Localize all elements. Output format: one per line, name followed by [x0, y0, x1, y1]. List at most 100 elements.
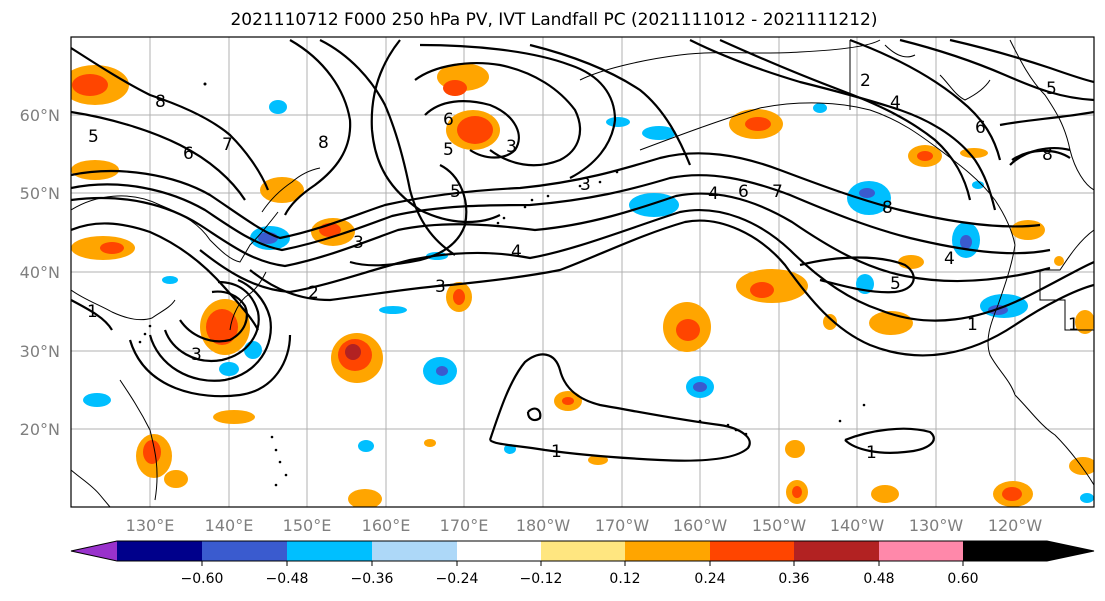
contour-label: 1 — [1068, 315, 1079, 335]
pv-patch — [1080, 493, 1094, 503]
lat-label: 60°N — [20, 106, 60, 125]
pv-patch — [847, 181, 891, 215]
colorbar-segment — [541, 541, 625, 561]
colorbar-tick-label: 0.60 — [947, 571, 978, 587]
pv-patch — [446, 110, 500, 150]
pv-patch — [358, 440, 374, 452]
pv-patch — [908, 145, 942, 167]
contour-line — [370, 39, 501, 223]
colorbar-tick-label: −0.12 — [520, 571, 563, 587]
contour-line — [284, 39, 352, 216]
pv-patch — [663, 302, 711, 352]
contour-line — [179, 290, 248, 343]
pv-patch — [269, 100, 287, 114]
contour-line — [71, 174, 1051, 255]
contour-label: 1 — [551, 442, 562, 462]
contour-lines — [71, 38, 1094, 462]
colorbar-segment — [879, 541, 963, 561]
contour-label: 6 — [738, 182, 749, 202]
lat-label: 30°N — [20, 342, 60, 361]
pv-patch — [554, 391, 582, 411]
contour-line — [719, 38, 972, 201]
contour-line — [799, 256, 915, 294]
pv-patch — [642, 126, 676, 140]
contour-line — [71, 299, 113, 331]
colorbar-segment — [710, 541, 794, 561]
colorbar-segment — [117, 541, 202, 561]
contour-label: 4 — [944, 249, 955, 269]
colorbar-tick-label: 0.24 — [694, 571, 725, 587]
pv-patch — [606, 117, 630, 127]
contour-line — [148, 278, 272, 382]
contour-line — [689, 39, 997, 211]
lon-label: 140°E — [205, 516, 254, 535]
contour-line — [844, 427, 935, 454]
lon-label: 130°E — [126, 516, 175, 535]
contour-label: 4 — [708, 184, 719, 204]
lon-label: 170°W — [595, 516, 650, 535]
contour-label: 8 — [1042, 145, 1053, 165]
contour-label: 6 — [443, 110, 454, 130]
pv-patch — [813, 103, 827, 113]
colorbar: −0.60 −0.48 −0.36 −0.24 −0.12 0.12 0.24 … — [70, 540, 1095, 587]
map-frame — [70, 36, 1095, 508]
contour-labels: 8 5 6 7 8 1 1 2 3 4 5 5 6 3 3 2 4 6 8 5 … — [87, 71, 1079, 463]
contour-line — [424, 100, 520, 159]
pv-patch — [898, 255, 924, 269]
pv-patch — [83, 393, 111, 407]
colorbar-segment — [794, 541, 879, 561]
colorbar-tick-label: 0.36 — [778, 571, 809, 587]
contour-line — [319, 39, 456, 256]
pv-patch — [823, 314, 837, 330]
pv-patch — [1075, 310, 1094, 334]
contour-line — [163, 280, 260, 363]
pv-patch — [71, 160, 119, 180]
pv-patch — [162, 276, 178, 284]
pv-patch — [136, 434, 172, 478]
colorbar-tick-label: −0.48 — [266, 571, 309, 587]
contour-label: 3 — [580, 175, 591, 195]
contour-line — [1011, 149, 1071, 161]
lon-label: 150°W — [752, 516, 807, 535]
pv-patch — [588, 455, 608, 465]
contour-label: 7 — [222, 135, 233, 155]
contour-line — [71, 192, 1051, 283]
pv-patch — [331, 333, 383, 383]
contour-label: 5 — [88, 127, 99, 147]
coastlines — [71, 39, 1094, 507]
contour-line — [71, 152, 1041, 240]
pv-patch — [729, 109, 783, 139]
contour-label: 5 — [890, 274, 901, 294]
contour-label: 3 — [506, 137, 517, 157]
latitude-labels: 60°N 50°N 40°N 30°N 20°N — [20, 106, 60, 439]
pv-patch — [1011, 220, 1045, 240]
lon-label: 180°W — [516, 516, 571, 535]
colorbar-segment — [287, 541, 372, 561]
map-title: 2021110712 F000 250 hPa PV, IVT Landfall… — [230, 10, 878, 30]
pv-patch — [1054, 256, 1064, 266]
contour-line — [249, 219, 1094, 357]
contour-label: 1 — [87, 302, 98, 322]
pv-patch — [348, 489, 382, 507]
contour-label: 5 — [443, 140, 454, 160]
contour-label: 5 — [450, 182, 461, 202]
lon-label: 120°W — [988, 516, 1043, 535]
contour-label: 8 — [155, 92, 166, 112]
lon-label: 130°W — [909, 516, 964, 535]
pv-patch — [244, 341, 262, 359]
contour-label: 6 — [183, 144, 194, 164]
lon-label: 150°E — [283, 516, 332, 535]
pv-patch — [424, 439, 436, 447]
lon-label: 140°W — [830, 516, 885, 535]
contour-label: 8 — [318, 133, 329, 153]
contour-line — [71, 222, 259, 331]
contour-label: 1 — [967, 315, 978, 335]
lat-label: 50°N — [20, 184, 60, 203]
colorbar-tick-label: 0.12 — [609, 571, 640, 587]
contour-label: 5 — [1046, 79, 1057, 99]
pv-patch — [960, 148, 988, 158]
contour-line — [529, 43, 692, 166]
colorbar-tick-marks — [201, 561, 964, 566]
colorbar-tick-label: 0.48 — [863, 571, 894, 587]
contour-label: 8 — [882, 198, 893, 218]
